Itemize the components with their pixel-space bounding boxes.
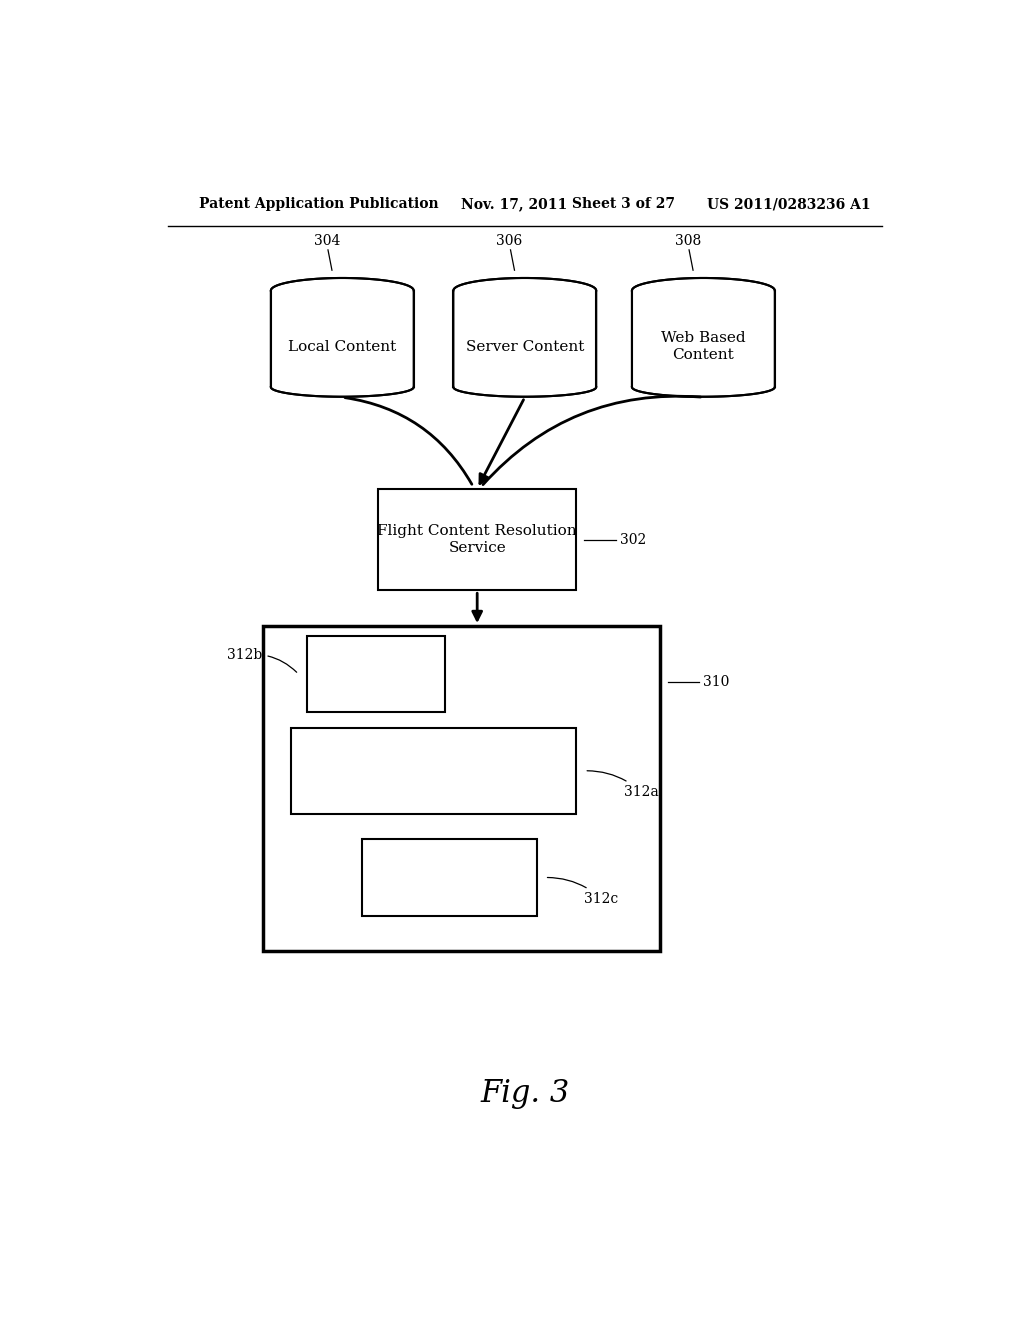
Text: Patent Application Publication: Patent Application Publication (200, 197, 439, 211)
FancyBboxPatch shape (378, 488, 577, 590)
Text: Nov. 17, 2011: Nov. 17, 2011 (461, 197, 567, 211)
Text: 310: 310 (703, 675, 730, 689)
Text: 312b: 312b (227, 648, 297, 672)
Text: Flight Content Resolution
Service: Flight Content Resolution Service (378, 524, 577, 554)
Text: US 2011/0283236 A1: US 2011/0283236 A1 (708, 197, 871, 211)
Text: Web Based
Content: Web Based Content (662, 331, 745, 362)
Text: Server Content: Server Content (466, 339, 584, 354)
FancyBboxPatch shape (362, 840, 537, 916)
Text: 308: 308 (675, 234, 701, 248)
Text: 312a: 312a (587, 771, 658, 799)
FancyBboxPatch shape (263, 626, 659, 952)
Text: Fig. 3: Fig. 3 (480, 1078, 569, 1109)
FancyBboxPatch shape (306, 636, 445, 713)
Text: 304: 304 (313, 234, 340, 248)
Text: 312c: 312c (548, 878, 618, 906)
PathPatch shape (270, 279, 414, 397)
Text: Local Content: Local Content (288, 339, 396, 354)
Text: 306: 306 (497, 234, 522, 248)
Text: Sheet 3 of 27: Sheet 3 of 27 (572, 197, 676, 211)
PathPatch shape (454, 279, 596, 397)
PathPatch shape (632, 279, 775, 397)
FancyBboxPatch shape (291, 727, 577, 814)
Text: 302: 302 (620, 532, 646, 546)
